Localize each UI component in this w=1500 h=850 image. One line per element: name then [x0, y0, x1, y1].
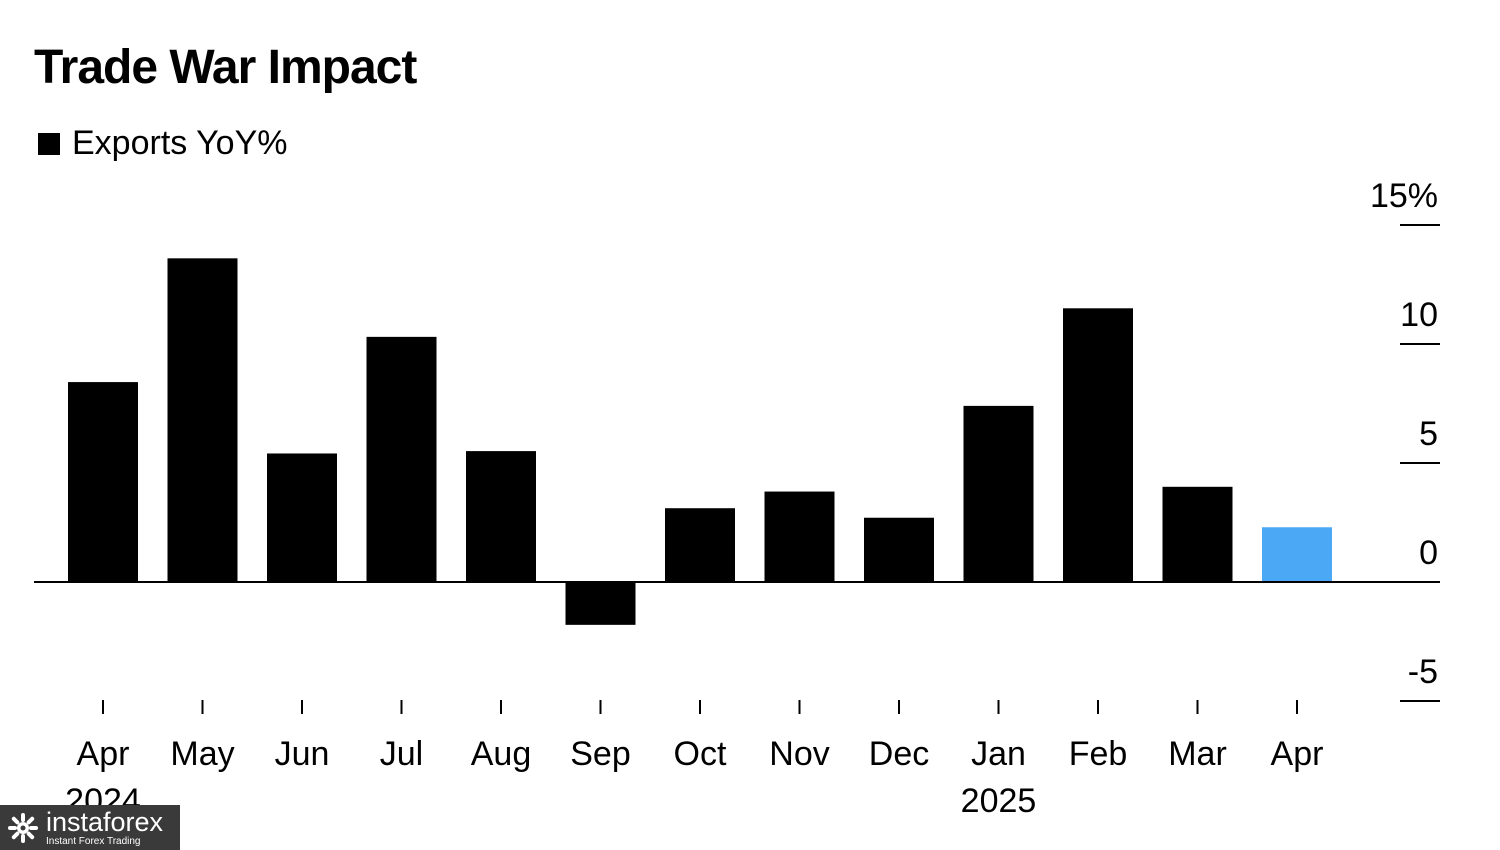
- x-tick-label-11: Mar: [1168, 735, 1227, 773]
- x-tick-label-2: Jun: [275, 735, 330, 773]
- y-tick-label-4: -5: [1408, 653, 1438, 691]
- bar-12: [1262, 527, 1332, 582]
- x-tick-label-6: Oct: [674, 735, 727, 773]
- instaforex-logo-icon: [8, 812, 38, 843]
- x-tick-label-0: Apr: [77, 735, 130, 773]
- watermark-brand: instaforex: [46, 806, 164, 837]
- bar-8: [864, 517, 934, 582]
- chart-title: Trade War Impact: [34, 41, 417, 94]
- bar-10: [1063, 308, 1133, 582]
- bar-4: [466, 451, 536, 582]
- x-tick-label-9: Jan: [971, 735, 1026, 773]
- x-tick-label-12: Apr: [1271, 735, 1324, 773]
- bar-11: [1162, 486, 1233, 582]
- bar-9: [963, 405, 1034, 582]
- x-tick-label-7: Nov: [769, 735, 829, 773]
- year-label-1: 2025: [961, 782, 1037, 820]
- bar-5: [565, 582, 636, 625]
- y-tick-label-0: 15%: [1370, 177, 1438, 215]
- y-tick-label-3: 0: [1419, 534, 1438, 572]
- bar-3: [366, 336, 437, 582]
- x-tick-label-1: May: [170, 735, 234, 773]
- watermark-tagline: Instant Forex Trading: [46, 835, 141, 847]
- y-tick-label-1: 10: [1400, 296, 1438, 334]
- legend-label: Exports YoY%: [72, 124, 288, 162]
- x-tick-label-4: Aug: [471, 735, 532, 773]
- bar-2: [267, 453, 337, 582]
- x-tick-label-8: Dec: [869, 735, 929, 773]
- bar-6: [665, 508, 735, 582]
- x-tick-label-3: Jul: [380, 735, 423, 773]
- legend-swatch: [38, 132, 60, 155]
- x-tick-label-10: Feb: [1069, 735, 1128, 773]
- bar-7: [764, 491, 835, 582]
- watermark: instaforex Instant Forex Trading: [0, 805, 180, 850]
- bar-1: [167, 258, 238, 582]
- bar-0: [68, 382, 138, 582]
- y-tick-label-2: 5: [1419, 415, 1438, 453]
- x-tick-label-5: Sep: [570, 735, 631, 773]
- legend: Exports YoY%: [38, 124, 287, 163]
